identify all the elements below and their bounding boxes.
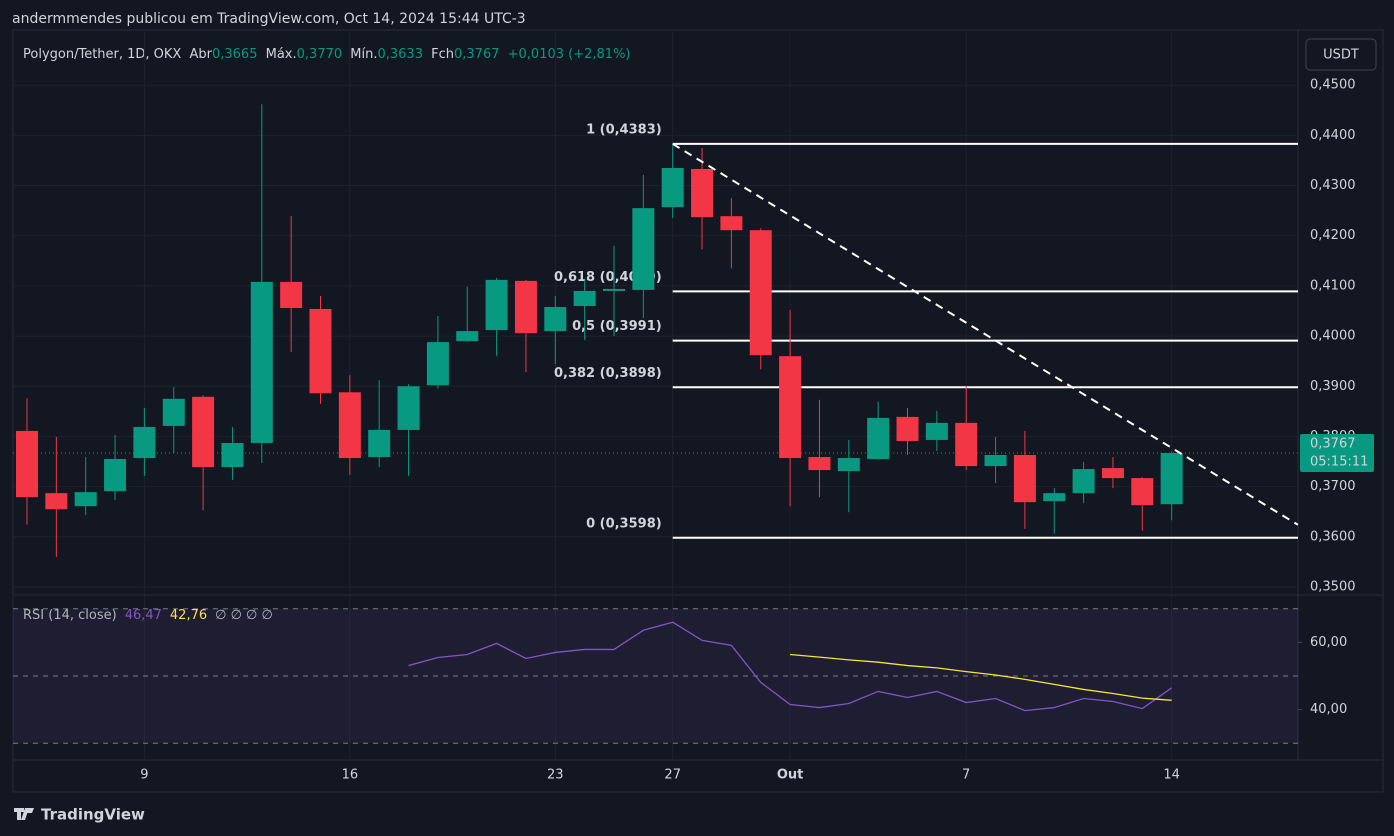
y-tick-label: 0,4200 [1310,228,1356,243]
candle-body [720,216,743,231]
candle-body [691,168,714,218]
legend-label: Fch [431,47,454,62]
candle-body [338,392,361,459]
legend-value: 0,3770 [297,47,343,62]
candle-body [1043,493,1066,502]
y-tick-label: 0,3500 [1310,579,1356,594]
candle-body [925,422,948,440]
y-tick-label: 0,3700 [1310,479,1356,494]
x-tick-label: Out [777,768,804,783]
candle-body [104,459,127,492]
candle-body [808,457,831,471]
candle-body [280,281,303,308]
x-tick-label: 7 [962,768,970,783]
y-tick-label: 0,4400 [1310,128,1356,143]
candle-body [544,306,567,332]
y-tick-label: 40,00 [1310,702,1347,717]
x-tick-label: 14 [1163,768,1180,783]
y-tick-label: 60,00 [1310,635,1347,650]
candle-body [45,493,68,510]
rsi-line [408,621,1173,712]
candle-body [133,426,156,459]
y-tick-label: 0,4300 [1310,178,1356,193]
candle-body [485,279,508,331]
y-tick-label: 0,4000 [1310,329,1356,344]
candle-body [74,492,97,507]
candle-body [397,386,420,430]
fib-label: 0,382 (0,3898) [554,366,662,381]
author-line: andermmendes publicou em TradingView.com… [12,11,526,27]
candle-body [661,167,684,208]
y-tick-label: 0,4100 [1310,278,1356,293]
candle-body [162,398,185,426]
legend-label: Máx. [266,47,297,62]
x-tick-label: 23 [547,768,564,783]
countdown: 05:15:11 [1310,455,1368,470]
candle-body [250,281,273,443]
candle-body [749,230,772,356]
candle-body [867,417,890,460]
last-price-label: 0,3767 [1310,437,1356,452]
candle-body [514,280,537,334]
y-tick-label: 0,3900 [1310,379,1356,394]
candle-body [1072,469,1095,494]
candle-body [309,308,332,394]
candle-body [456,331,479,342]
candle-body [1101,468,1124,479]
candle-body [1013,455,1036,503]
x-tick-label: 16 [342,768,359,783]
currency-label[interactable]: USDT [1323,48,1359,63]
logo-icon [14,808,34,820]
rsi-legend-item: 46,47 [125,608,162,623]
legend-symbol: Polygon/Tether, 1D, OKX [23,47,181,62]
fib-label: 0 (0,3598) [586,516,662,531]
candle-body [1131,478,1154,506]
candle-body [368,429,391,458]
candle-body [426,342,449,386]
rsi-line [790,653,1172,701]
fib-label: 0,5 (0,3991) [572,319,662,334]
legend-value: 0,3665 [212,47,258,62]
rsi-legend-item: RSI (14, close) [23,608,117,623]
legend-label: Abr [189,47,212,62]
candle-body [984,455,1007,467]
candle-body [779,356,802,459]
currency-button[interactable] [1305,38,1377,71]
x-tick-label: 9 [140,768,148,783]
fib-label: 1 (0,4383) [586,122,662,137]
rsi-legend-item: ∅ ∅ ∅ ∅ [215,608,273,623]
candle-body [603,288,625,291]
candle-body [896,416,919,441]
rsi-legend-item: 42,76 [170,608,207,623]
candle-body [221,442,244,468]
legend-value: 0,3767 [454,47,500,62]
legend-value: 0,3633 [377,47,423,62]
trendline [672,143,1299,526]
legend-change: +0,0103 (+2,81%) [508,47,631,62]
y-tick-label: 0,4500 [1310,78,1356,93]
logo-text: TradingView [41,806,145,824]
last-price-box [1300,434,1374,473]
legend: Polygon/Tether, 1D, OKX Abr0,3665 Máx.0,… [23,47,631,62]
candle-body [955,422,978,467]
candle-body [16,430,38,498]
chart-frame [12,29,1384,793]
candle-body [192,396,215,468]
candle-body [1160,453,1183,505]
candle-body [632,208,655,290]
legend-label: Mín. [350,47,377,62]
rsi-legend: RSI (14, close) 46,47 42,76 ∅ ∅ ∅ ∅ [23,608,273,623]
y-tick-label: 0,3600 [1310,529,1356,544]
x-tick-label: 27 [664,768,681,783]
candle-body [837,458,860,472]
candle-body [573,290,596,306]
